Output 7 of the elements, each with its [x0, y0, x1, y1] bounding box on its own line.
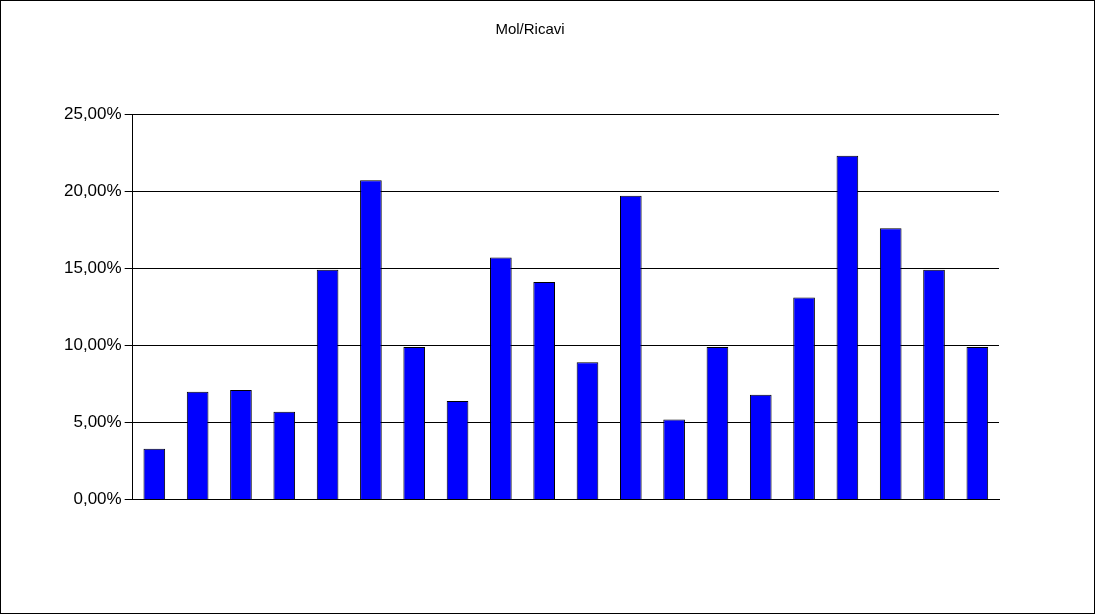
- y-tick-label: 25,00%: [63, 103, 122, 123]
- y-tick-label: 20,00%: [63, 180, 122, 200]
- y-tick-label: 5,00%: [73, 412, 122, 432]
- y-tick-label: 0,00%: [73, 489, 122, 509]
- y-tick-label: 15,00%: [63, 257, 122, 277]
- chart-title: Mol/Ricavi: [495, 20, 565, 38]
- y-tick-label: 10,00%: [63, 335, 122, 355]
